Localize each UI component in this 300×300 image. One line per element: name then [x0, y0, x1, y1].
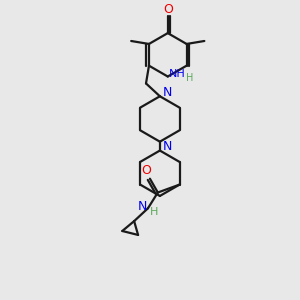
Text: N: N — [163, 140, 172, 153]
Text: H: H — [150, 207, 158, 217]
Text: N: N — [163, 86, 172, 99]
Text: N: N — [137, 200, 147, 213]
Text: O: O — [163, 3, 173, 16]
Text: H: H — [186, 73, 193, 82]
Text: NH: NH — [169, 69, 186, 79]
Text: O: O — [141, 164, 151, 177]
